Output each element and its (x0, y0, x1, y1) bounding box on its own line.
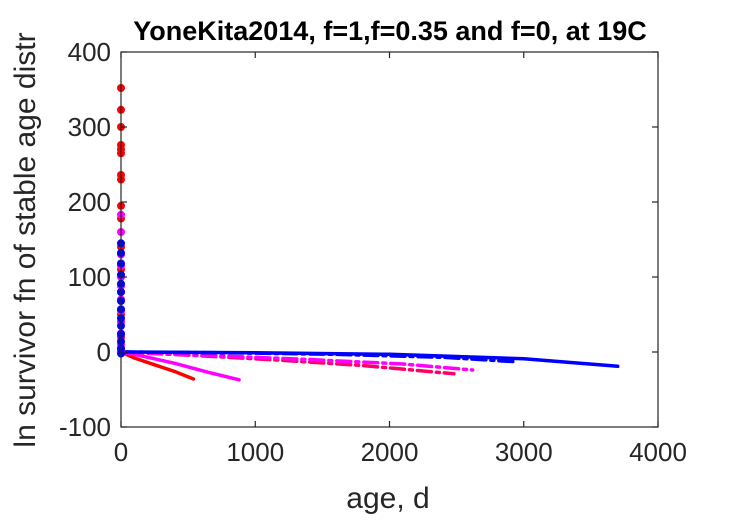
series-line-4 (119, 350, 475, 372)
x-tick-label: 4000 (629, 437, 687, 467)
x-tick-label: 0 (114, 437, 128, 467)
series-line-1 (119, 350, 196, 381)
y-tick-label: 300 (68, 112, 111, 142)
series-line-2 (119, 350, 241, 382)
y-tick-label: 200 (68, 187, 111, 217)
y-axis-label: ln survivor fn of stable age distr (9, 32, 42, 447)
series-line-6 (119, 350, 620, 369)
y-tick-label: 0 (97, 337, 111, 367)
chart-title: YoneKita2014, f=1,f=0.35 and f=0, at 19C (133, 16, 647, 46)
x-tick-label: 3000 (495, 437, 553, 467)
x-tick-label: 2000 (361, 437, 419, 467)
x-tick-label: 1000 (226, 437, 284, 467)
y-tick-label: 400 (68, 37, 111, 67)
y-tick-label: -100 (59, 412, 111, 442)
x-axis-label: age, d (346, 482, 429, 515)
y-tick-label: 100 (68, 262, 111, 292)
